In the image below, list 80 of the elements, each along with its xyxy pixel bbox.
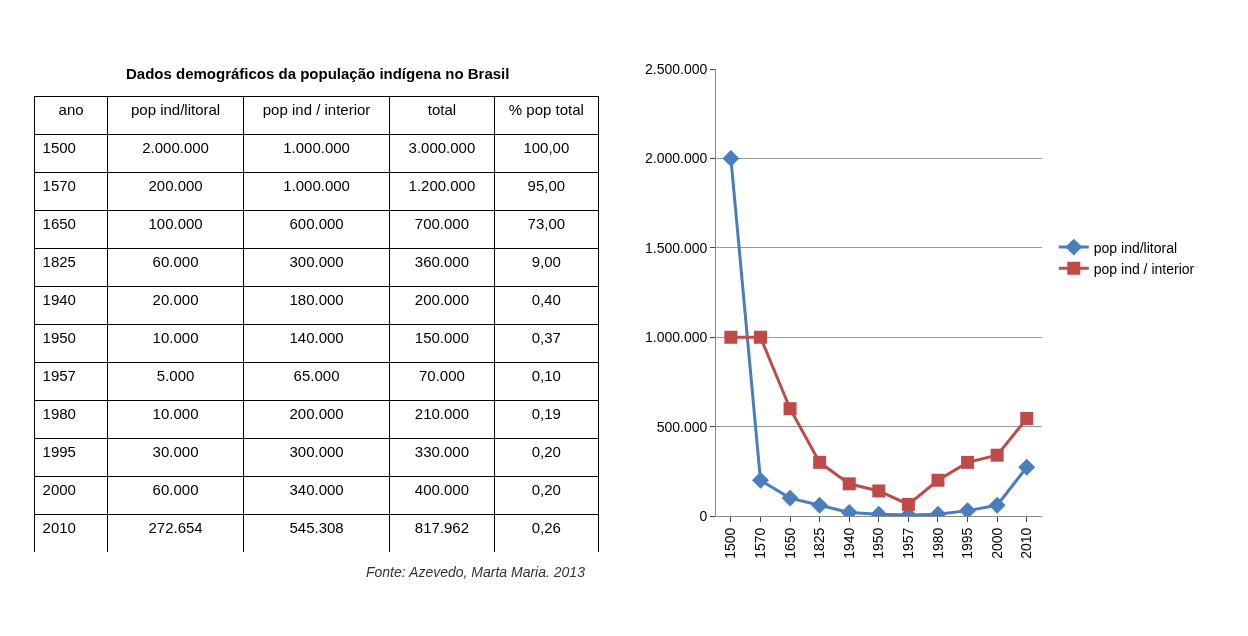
- data-label: 817.962: [414, 519, 470, 537]
- text: total: [427, 101, 457, 119]
- text: Dados demográficos da população indígena no Brasil: [126, 65, 510, 82]
- x-tick-label: 1950: [870, 527, 887, 559]
- x-tick-label: 1500: [722, 527, 739, 559]
- data-label: 100,00: [523, 139, 570, 157]
- data-label: 340.000: [289, 481, 344, 499]
- x-tick-label: 1940: [840, 527, 857, 559]
- legend-label: pop ind/litoral: [1093, 239, 1178, 256]
- data-label: 5.000: [156, 367, 195, 385]
- data-label: 700.000: [414, 215, 470, 233]
- data-label: 0,40: [531, 291, 561, 309]
- data-label: 1.000.000: [283, 177, 350, 195]
- x-tick-label: 1995: [959, 527, 976, 559]
- data-label: 10.000: [152, 329, 199, 347]
- y-tick-label: 2.500.000: [645, 60, 708, 77]
- data-label: 0,19: [531, 405, 561, 423]
- category-label: 1950: [42, 329, 76, 347]
- data-label: 400.000: [414, 481, 470, 499]
- data-label: 300.000: [289, 253, 344, 271]
- x-tick-label: 1957: [899, 527, 916, 559]
- data-label: 1.200.000: [408, 177, 476, 195]
- data-label: 60.000: [152, 253, 199, 271]
- category-label: 1825: [42, 253, 76, 271]
- category-label: 1995: [42, 443, 76, 461]
- data-label: 9,00: [531, 253, 561, 271]
- legend-label: pop ind / interior: [1093, 260, 1195, 277]
- data-label: 60.000: [152, 481, 199, 499]
- data-label: 73,00: [527, 215, 566, 233]
- data-label: 10.000: [152, 405, 199, 423]
- data-label: 0,20: [531, 481, 561, 499]
- category-label: 2000: [42, 481, 76, 499]
- data-label: 30.000: [152, 443, 199, 461]
- data-label: 0,37: [531, 329, 561, 347]
- category-label: 1957: [42, 367, 76, 385]
- data-label: 600.000: [289, 215, 344, 233]
- category-label: 1980: [42, 405, 76, 423]
- y-tick-label: 0: [699, 507, 708, 524]
- x-tick-label: 1980: [929, 527, 946, 559]
- text: pop ind / interior: [262, 101, 371, 119]
- x-tick-label: 1825: [811, 527, 828, 559]
- data-label: 200.000: [148, 177, 203, 195]
- data-label: 300.000: [289, 443, 344, 461]
- y-tick-label: 2.000.000: [645, 150, 708, 167]
- series-label: % pop total: [508, 101, 584, 119]
- data-label: 200.000: [414, 291, 470, 309]
- data-label: 0,10: [531, 367, 561, 385]
- data-label: 2.000.000: [142, 139, 209, 157]
- y-tick-label: 1.000.000: [645, 329, 708, 346]
- category-label: 1650: [42, 215, 76, 233]
- category-label: 1500: [42, 139, 76, 157]
- y-tick-label: 500.000: [656, 418, 708, 435]
- data-label: 0,20: [531, 443, 561, 461]
- data-label: 20.000: [152, 291, 199, 309]
- data-label: 3.000.000: [408, 139, 476, 157]
- data-label: 140.000: [289, 329, 344, 347]
- data-label: 545.308: [289, 519, 344, 537]
- x-tick-label: 2000: [988, 527, 1005, 559]
- source-note: Fonte: Azevedo, Marta Maria. 2013: [366, 564, 586, 580]
- data-label: 360.000: [414, 253, 470, 271]
- y-tick-label: 1.500.000: [645, 239, 708, 256]
- x-tick-label: 1570: [752, 527, 769, 559]
- data-label: 150.000: [414, 329, 470, 347]
- data-label: 1.000.000: [283, 139, 350, 157]
- data-label: 95,00: [527, 177, 566, 195]
- x-tick-label: 1650: [781, 527, 798, 559]
- data-label: 0,26: [531, 519, 561, 537]
- data-label: 272.654: [148, 519, 203, 537]
- text: ano: [58, 101, 84, 119]
- data-label: 330.000: [414, 443, 470, 461]
- data-label: 100.000: [148, 215, 203, 233]
- data-label: 200.000: [289, 405, 344, 423]
- data-label: 70.000: [418, 367, 465, 385]
- x-tick-label: 2010: [1018, 527, 1035, 559]
- category-label: 1940: [42, 291, 76, 309]
- data-label: 180.000: [289, 291, 344, 309]
- category-label: 1570: [42, 177, 76, 195]
- text: pop ind/litoral: [130, 101, 221, 119]
- data-label: 65.000: [293, 367, 340, 385]
- data-label: 210.000: [414, 405, 470, 423]
